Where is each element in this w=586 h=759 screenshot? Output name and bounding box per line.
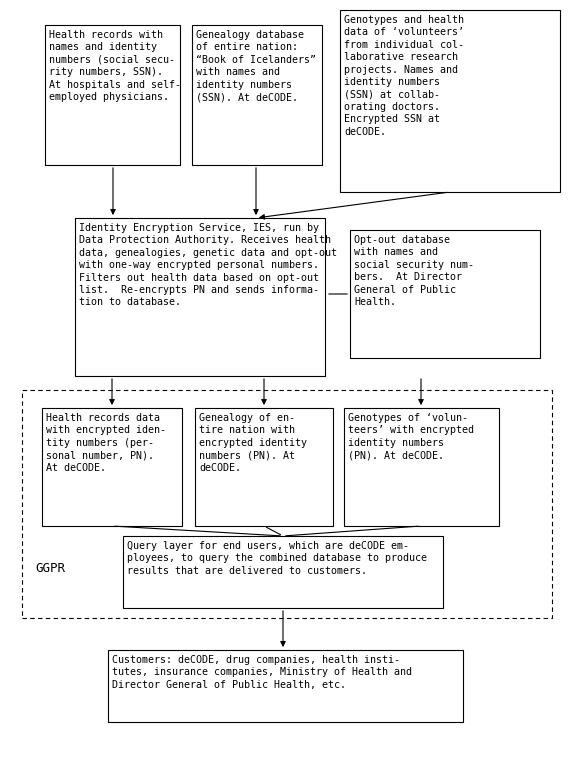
Bar	[344, 408, 499, 526]
Text: Query layer for end users, which are deCODE em-
ployees, to query the combined d: Query layer for end users, which are deC…	[127, 541, 427, 576]
Text: Genealogy database
of entire nation:
“Book of Icelanders”
with names and
identit: Genealogy database of entire nation: “Bo…	[196, 30, 316, 102]
Bar	[192, 25, 322, 165]
Text: Identity Encryption Service, IES, run by
Data Protection Authority. Receives hea: Identity Encryption Service, IES, run by…	[79, 223, 337, 307]
Text: Health records data
with encrypted iden-
tity numbers (per-
sonal number, PN).
A: Health records data with encrypted iden-…	[46, 413, 166, 473]
Text: Genotypes and health
data of ‘volunteers’
from individual col-
laborative resear: Genotypes and health data of ‘volunteers…	[344, 15, 464, 137]
Bar	[75, 218, 325, 376]
Text: Genealogy of en-
tire nation with
encrypted identity
numbers (PN). At
deCODE.: Genealogy of en- tire nation with encryp…	[199, 413, 307, 473]
Bar	[22, 390, 552, 618]
Text: Genotypes of ‘volun-
teers’ with encrypted
identity numbers
(PN). At deCODE.: Genotypes of ‘volun- teers’ with encrypt…	[348, 413, 474, 460]
Bar	[108, 650, 463, 722]
Text: Opt-out database
with names and
social security num-
bers.  At Director
General : Opt-out database with names and social s…	[354, 235, 474, 307]
Bar	[350, 230, 540, 358]
Text: GGPR: GGPR	[35, 562, 65, 575]
Bar	[123, 536, 443, 608]
Bar	[45, 25, 180, 165]
Bar	[195, 408, 333, 526]
Bar	[340, 10, 560, 192]
Bar	[42, 408, 182, 526]
Text: Health records with
names and identity
numbers (social secu-
rity numbers, SSN).: Health records with names and identity n…	[49, 30, 181, 102]
Text: Customers: deCODE, drug companies, health insti-
tutes, insurance companies, Min: Customers: deCODE, drug companies, healt…	[112, 655, 412, 690]
